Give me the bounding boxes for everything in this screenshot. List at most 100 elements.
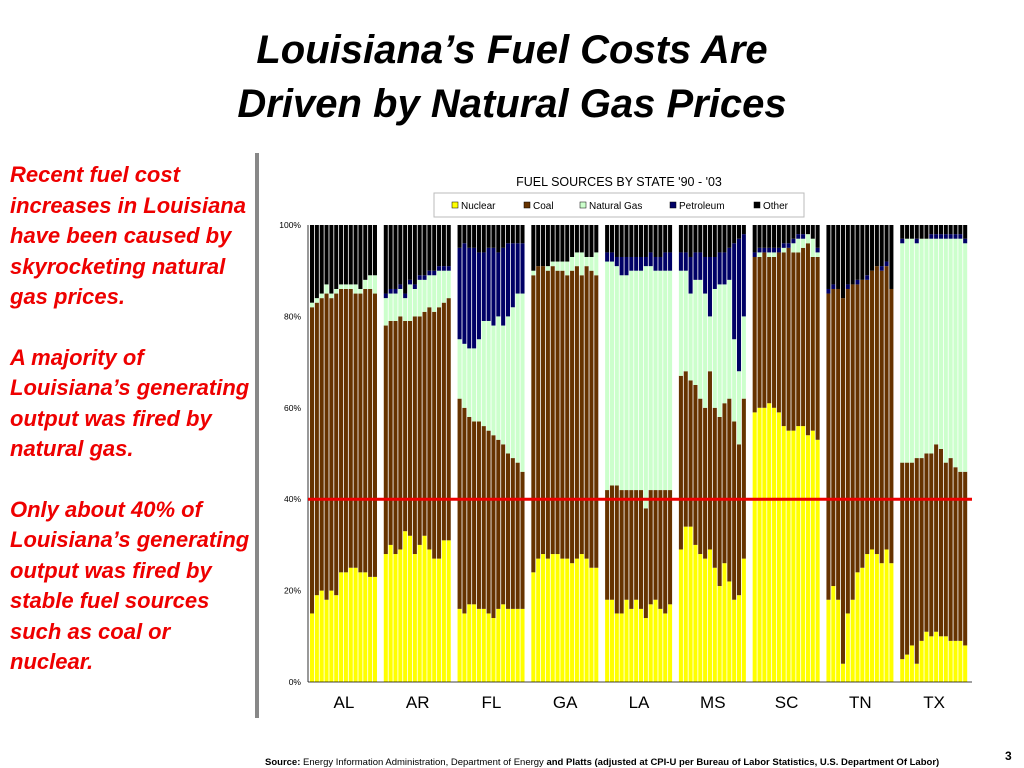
bar-la-11-gas bbox=[653, 270, 658, 491]
bar-la-2-coal bbox=[609, 485, 614, 600]
x-category-label-ga: GA bbox=[553, 693, 578, 712]
bar-ga-4-gas bbox=[545, 266, 550, 271]
bar-fl-5-nuclear bbox=[476, 608, 481, 682]
bar-ms-14-gas bbox=[741, 316, 746, 399]
bar-ar-6-gas bbox=[407, 284, 413, 321]
bar-ga-8-gas bbox=[565, 261, 570, 276]
bar-al-8-coal bbox=[343, 288, 348, 573]
bar-la-9-gas bbox=[643, 266, 648, 509]
bar-al-10-coal bbox=[353, 293, 358, 568]
bar-sc-7-other bbox=[781, 225, 786, 244]
bar-ar-12-petro bbox=[437, 266, 442, 271]
bar-la-10-other bbox=[648, 225, 653, 253]
bar-tn-10-nuclear bbox=[870, 549, 875, 682]
bar-fl-10-gas bbox=[501, 325, 506, 445]
bar-tx-1-nuclear bbox=[900, 659, 905, 682]
bar-fl-8-coal bbox=[491, 435, 496, 619]
bar-fl-13-nuclear bbox=[515, 608, 520, 682]
bar-la-4-gas bbox=[619, 275, 624, 491]
bar-la-12-petro bbox=[658, 256, 663, 271]
bar-tn-4-coal bbox=[840, 298, 846, 664]
bar-la-10-petro bbox=[648, 252, 653, 267]
bar-ar-12-gas bbox=[437, 270, 442, 308]
bar-tx-7-petro bbox=[929, 234, 934, 239]
bar-ar-11-other bbox=[432, 225, 437, 271]
x-category-label-ms: MS bbox=[700, 693, 726, 712]
bar-fl-7-nuclear bbox=[486, 613, 491, 682]
bar-ar-9-nuclear bbox=[422, 535, 427, 682]
bar-tn-5-nuclear bbox=[845, 613, 850, 682]
bar-tn-13-coal bbox=[884, 266, 889, 550]
x-category-label-fl: FL bbox=[481, 693, 501, 712]
bar-fl-8-petro bbox=[491, 247, 496, 326]
bar-la-8-coal bbox=[639, 490, 644, 609]
bar-ms-5-gas bbox=[698, 279, 703, 399]
bar-ar-5-petro bbox=[403, 293, 408, 299]
bar-ms-7-petro bbox=[707, 256, 712, 317]
y-tick-label: 20% bbox=[284, 586, 301, 596]
bar-la-9-coal bbox=[643, 508, 648, 619]
bar-ga-9-coal bbox=[570, 270, 575, 564]
bar-sc-2-petro bbox=[757, 247, 762, 253]
bar-ar-6-other bbox=[407, 225, 413, 280]
bar-ms-6-other bbox=[703, 225, 708, 257]
bar-sc-4-other bbox=[767, 225, 772, 248]
bar-tx-11-gas bbox=[948, 238, 953, 459]
bar-ar-12-nuclear bbox=[437, 558, 442, 682]
bar-sc-1-other bbox=[752, 225, 757, 253]
bar-ar-9-petro bbox=[422, 275, 427, 280]
bar-tx-12-nuclear bbox=[953, 640, 958, 682]
bar-sc-4-petro bbox=[767, 247, 772, 253]
bar-sc-10-nuclear bbox=[796, 426, 801, 682]
bar-la-12-nuclear bbox=[658, 608, 663, 682]
bar-ar-2-gas bbox=[388, 293, 393, 321]
x-category-label-tx: TX bbox=[923, 693, 945, 712]
bar-ar-13-gas bbox=[441, 270, 446, 303]
legend-swatch-coal bbox=[523, 201, 531, 209]
bar-tx-14-petro bbox=[963, 238, 968, 244]
bar-la-5-nuclear bbox=[624, 599, 629, 682]
bar-tx-14-other bbox=[963, 225, 968, 239]
bar-la-4-petro bbox=[619, 256, 624, 276]
bar-ms-12-coal bbox=[732, 421, 737, 600]
bar-sc-9-petro bbox=[791, 238, 796, 244]
bar-ar-1-nuclear bbox=[383, 554, 388, 682]
bar-tn-3-other bbox=[836, 225, 841, 289]
bar-la-2-gas bbox=[609, 261, 614, 486]
bar-al-13-other bbox=[368, 225, 373, 276]
bar-ms-13-petro bbox=[736, 238, 742, 372]
bar-fl-2-nuclear bbox=[462, 613, 467, 682]
bar-la-9-nuclear bbox=[643, 618, 648, 682]
bar-ms-8-coal bbox=[712, 407, 717, 568]
bar-ms-1-nuclear bbox=[678, 549, 683, 682]
bar-sc-2-nuclear bbox=[757, 407, 762, 682]
bar-ga-11-nuclear bbox=[579, 554, 584, 682]
bar-ar-7-coal bbox=[412, 316, 417, 555]
bar-al-2-other bbox=[314, 225, 319, 299]
bar-tn-13-petro bbox=[884, 261, 889, 267]
bar-tn-8-nuclear bbox=[860, 567, 865, 682]
bar-ga-7-coal bbox=[560, 270, 565, 559]
y-tick-label: 40% bbox=[284, 494, 301, 504]
bar-la-11-other bbox=[653, 225, 658, 257]
bar-ms-10-petro bbox=[722, 252, 727, 285]
bar-fl-8-nuclear bbox=[491, 618, 496, 682]
bar-ar-14-gas bbox=[446, 270, 451, 299]
bar-ar-8-petro bbox=[417, 275, 422, 280]
bar-tx-6-gas bbox=[924, 238, 929, 454]
bar-ga-8-nuclear bbox=[565, 558, 570, 682]
bar-al-14-other bbox=[372, 225, 377, 276]
bar-fl-6-gas bbox=[481, 320, 486, 427]
bar-ar-3-petro bbox=[393, 288, 398, 294]
bar-la-7-other bbox=[634, 225, 639, 257]
bar-tx-11-coal bbox=[948, 458, 953, 641]
bar-fl-2-petro bbox=[462, 243, 467, 344]
bar-ms-5-nuclear bbox=[698, 554, 703, 682]
bar-tx-2-gas bbox=[905, 238, 910, 463]
bar-ms-9-coal bbox=[717, 416, 722, 587]
bar-ms-7-other bbox=[707, 225, 712, 257]
bar-tx-4-coal bbox=[914, 458, 919, 664]
bar-ga-5-gas bbox=[550, 261, 555, 267]
bar-sc-9-other bbox=[791, 225, 796, 239]
bar-ga-14-gas bbox=[594, 252, 599, 276]
